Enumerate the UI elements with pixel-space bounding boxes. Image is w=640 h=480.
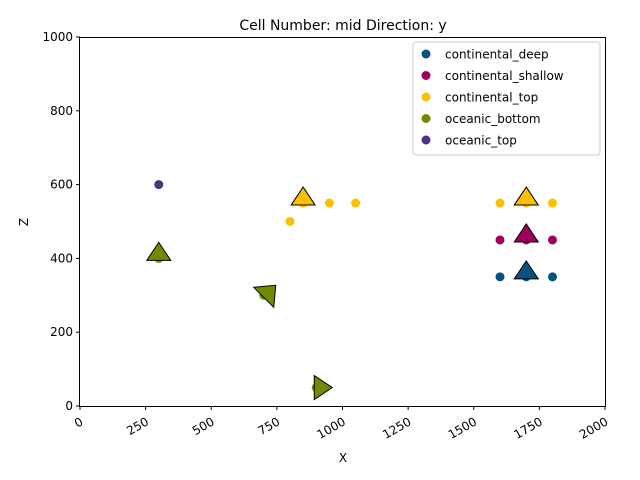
data-point-oceanic_top — [154, 180, 164, 190]
y-tick-label: 200 — [50, 325, 73, 339]
direction-arrow-continental_shallow — [513, 223, 540, 243]
x-tick-label: 250 — [124, 414, 151, 438]
x-tick-label: 500 — [190, 414, 217, 438]
y-tick-label: 0 — [65, 399, 73, 413]
direction-arrow-oceanic_bottom — [145, 241, 172, 261]
chart-title: Cell Number: mid Direction: y — [239, 18, 446, 34]
data-point-continental_deep — [495, 272, 505, 282]
direction-arrow-oceanic_bottom — [313, 374, 334, 401]
legend-label: continental_shallow — [445, 69, 564, 83]
legend-marker — [421, 92, 431, 102]
x-tick-label: 1750 — [511, 414, 544, 441]
y-tick-label: 1000 — [42, 30, 73, 44]
data-point-continental_top — [351, 198, 361, 208]
x-tick-label: 1000 — [315, 414, 348, 441]
data-point-continental_top — [324, 198, 334, 208]
legend-marker — [421, 71, 431, 80]
legend-label: continental_top — [445, 91, 538, 105]
y-axis-label: Z — [17, 218, 31, 226]
direction-arrow-continental_deep — [513, 259, 540, 280]
data-point-continental_top — [495, 198, 505, 208]
data-point-continental_deep — [548, 272, 557, 282]
legend-label: continental_deep — [445, 48, 549, 62]
x-tick-label: 1250 — [380, 414, 413, 441]
legend-label: oceanic_top — [445, 134, 517, 148]
legend-marker — [421, 114, 431, 123]
data-point-continental_top — [548, 198, 557, 208]
data-point-continental_shallow — [495, 235, 505, 245]
legend-marker — [421, 135, 431, 145]
legend-label: oceanic_bottom — [445, 112, 541, 126]
data-point-continental_shallow — [548, 235, 557, 245]
y-tick-label: 600 — [50, 178, 73, 192]
x-tick-label: 1500 — [446, 414, 479, 441]
direction-arrow-oceanic_bottom — [252, 284, 277, 309]
legend: continental_deep continental_shallowconti… — [412, 41, 601, 156]
legend-box — [412, 41, 601, 156]
direction-arrow-continental_top — [290, 186, 317, 206]
y-tick-label: 400 — [50, 251, 73, 265]
x-tick-label: 750 — [256, 414, 283, 438]
x-tick-label: 0 — [72, 414, 86, 430]
x-axis-label: X — [339, 451, 347, 465]
direction-arrow-continental_top — [513, 186, 540, 206]
data-point-continental_top — [285, 217, 295, 226]
x-tick-label: 2000 — [577, 414, 610, 441]
y-tick-label: 800 — [50, 104, 73, 118]
legend-marker — [421, 49, 431, 59]
